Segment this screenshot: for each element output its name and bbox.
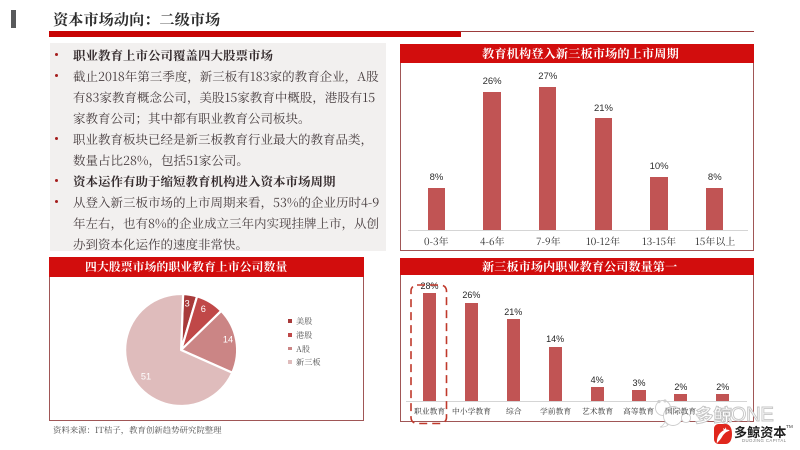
svg-text:6: 6 bbox=[201, 304, 206, 314]
svg-text:51: 51 bbox=[141, 371, 151, 381]
svg-text:3: 3 bbox=[185, 298, 190, 308]
svg-text:14: 14 bbox=[223, 334, 233, 344]
